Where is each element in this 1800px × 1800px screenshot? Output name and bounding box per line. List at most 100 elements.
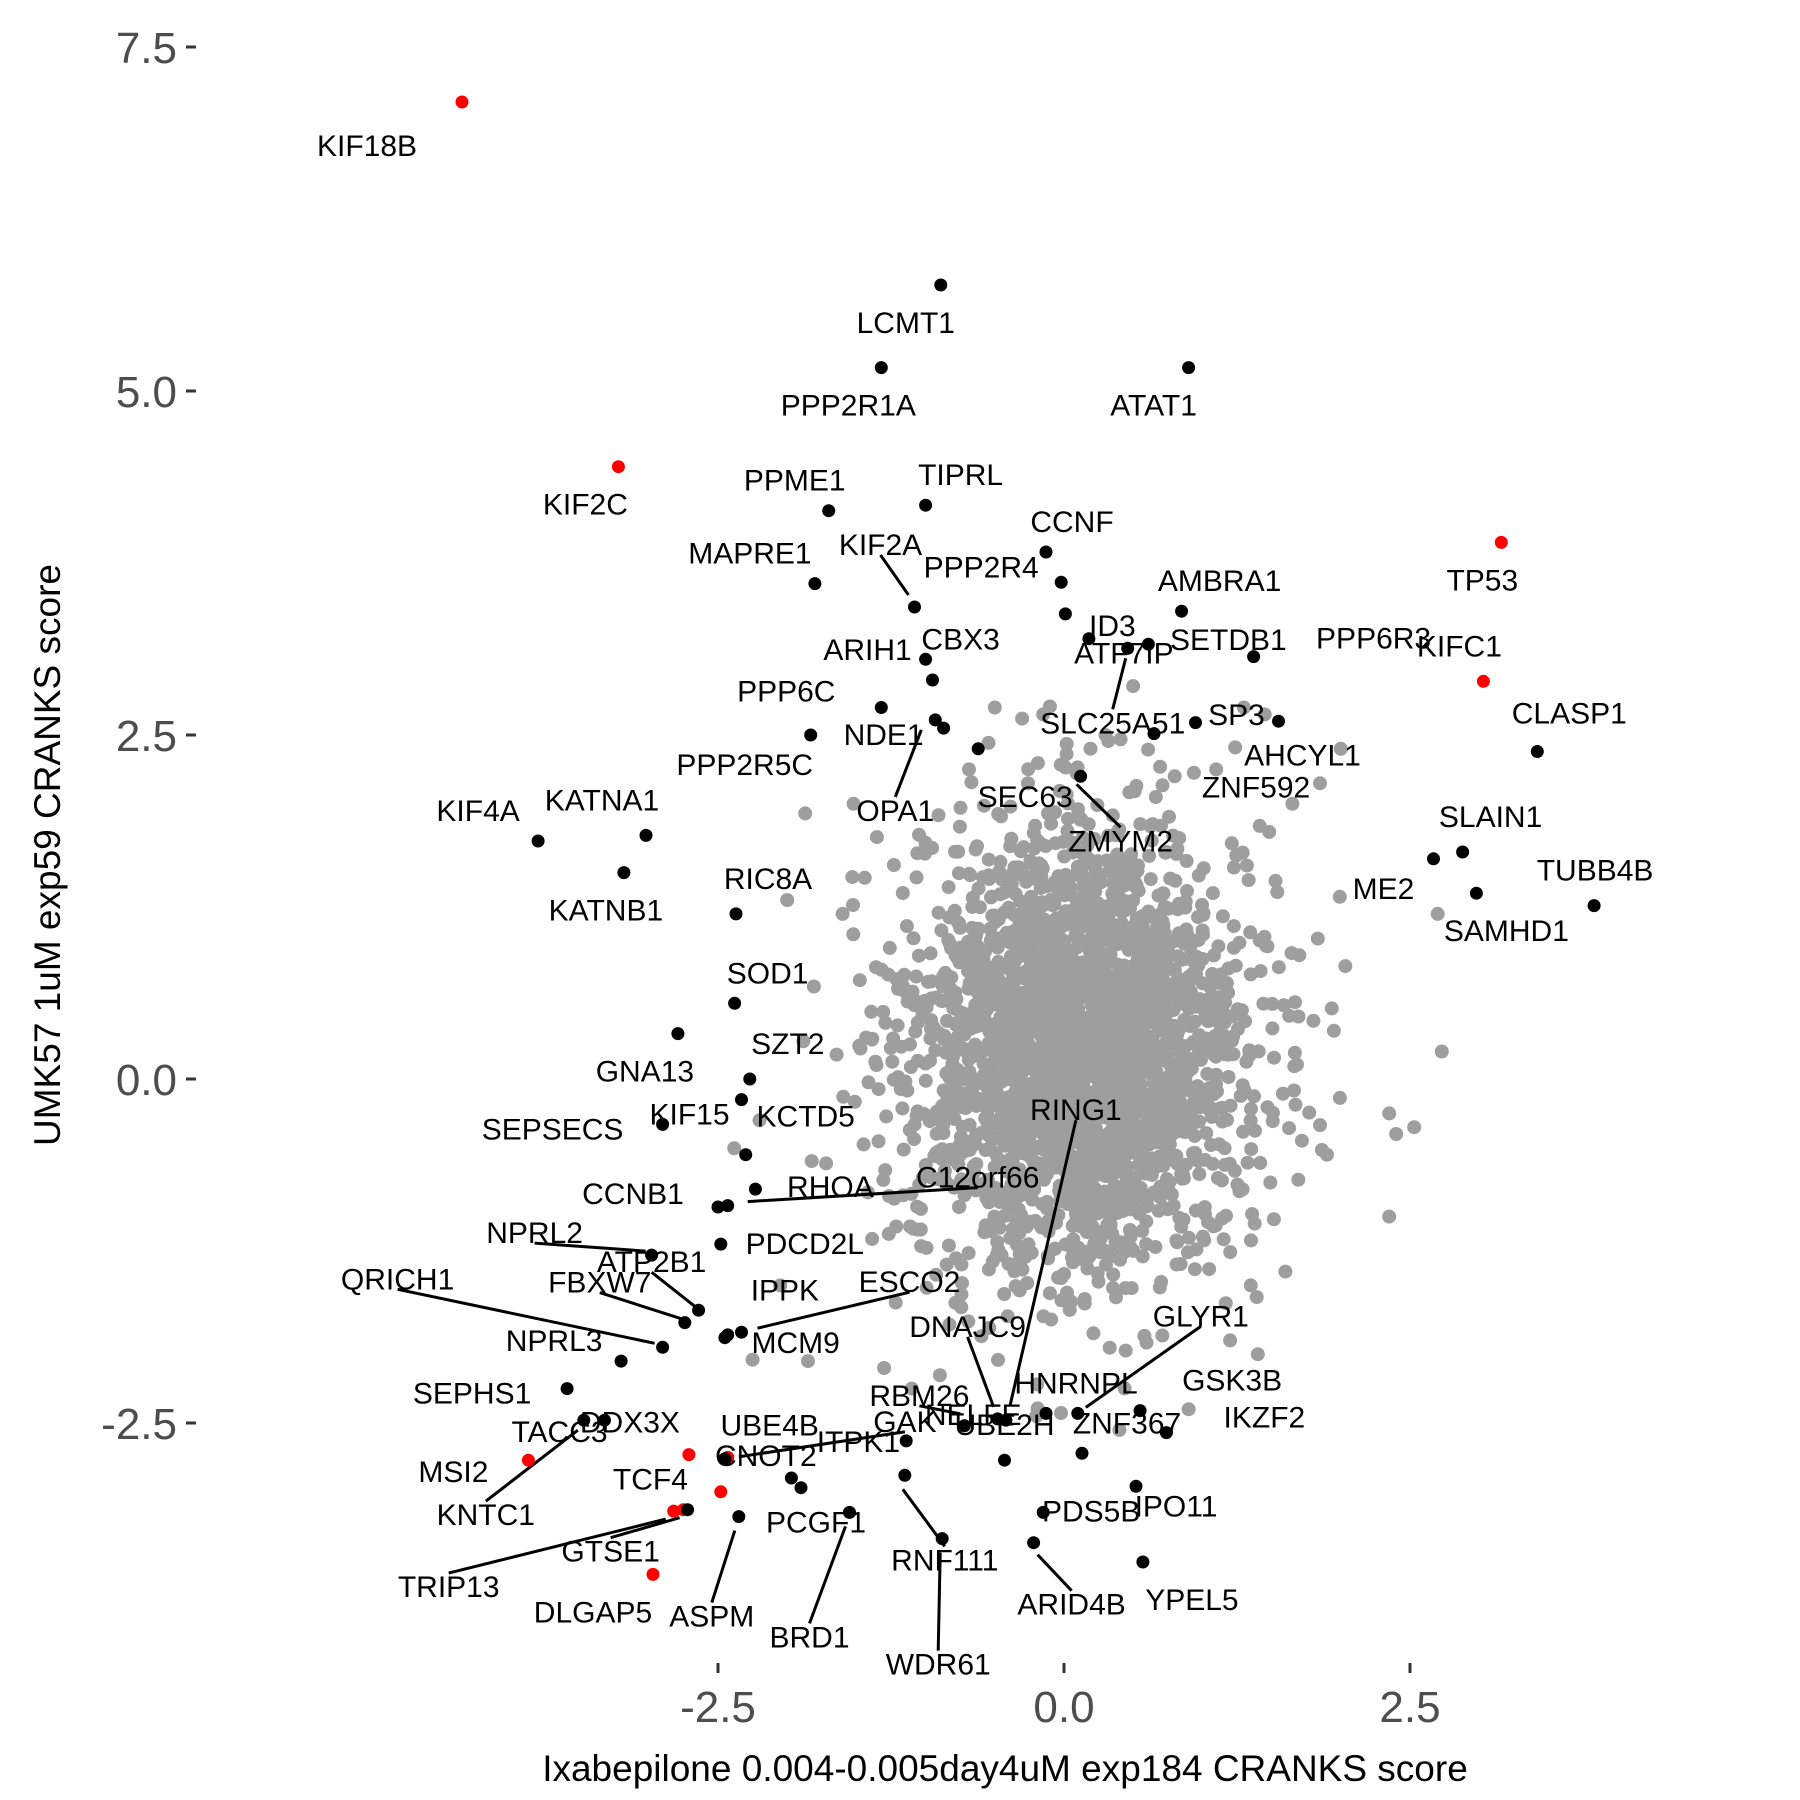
background-point <box>928 990 943 1005</box>
background-points-layer <box>727 679 1449 1437</box>
background-point <box>857 870 872 885</box>
background-point <box>997 1287 1012 1301</box>
background-point <box>903 1060 918 1074</box>
background-point <box>906 1221 921 1236</box>
background-point <box>998 1057 1013 1072</box>
gene-label-katnb1: KATNB1 <box>549 895 663 928</box>
background-point <box>1048 1124 1063 1138</box>
background-point <box>983 997 998 1012</box>
gene-point-esco2 <box>735 1325 748 1339</box>
background-point <box>1148 790 1163 804</box>
background-point <box>994 809 1008 824</box>
background-point <box>1186 765 1201 780</box>
background-point <box>1089 904 1104 919</box>
background-point <box>986 931 1001 946</box>
background-point <box>1059 787 1074 802</box>
background-point <box>1082 1094 1097 1109</box>
background-point <box>1247 1089 1261 1104</box>
background-point <box>1061 905 1076 920</box>
gene-label-ikzf2: IKZF2 <box>1224 1402 1306 1435</box>
background-point <box>1044 992 1059 1007</box>
background-point <box>919 1280 934 1295</box>
gene-point-nelfe <box>899 1434 913 1448</box>
background-point <box>1006 924 1021 939</box>
background-point <box>895 1101 910 1116</box>
leader-line-fbxw7 <box>599 1291 682 1321</box>
background-point <box>1152 1190 1167 1205</box>
background-point <box>1186 1055 1200 1070</box>
gene-point-nprl2 <box>645 1248 659 1262</box>
background-point <box>961 1314 976 1329</box>
background-point <box>1218 995 1233 1010</box>
background-point <box>1219 1208 1233 1223</box>
gene-point-ypel5 <box>1136 1555 1150 1569</box>
background-point <box>1141 742 1156 757</box>
background-point <box>1153 759 1168 774</box>
background-point <box>1018 1122 1033 1137</box>
background-point <box>989 1213 1004 1228</box>
gene-label-lcmt1: LCMT1 <box>857 307 955 340</box>
background-point <box>889 1219 904 1234</box>
y-tick-label: 0.0 <box>116 1056 177 1105</box>
background-point <box>1072 1152 1087 1167</box>
background-point <box>931 808 946 823</box>
background-point <box>1245 1207 1260 1222</box>
background-point <box>1209 762 1224 777</box>
background-point <box>1174 1167 1189 1182</box>
background-point <box>1057 1267 1072 1281</box>
gene-label-aspm: ASPM <box>669 1601 754 1634</box>
background-point <box>882 940 897 955</box>
gene-label-arih1: ARIH1 <box>823 634 911 667</box>
background-point <box>1134 933 1149 948</box>
background-point <box>1000 1197 1015 1212</box>
background-point <box>1338 959 1353 974</box>
background-point <box>913 1201 928 1216</box>
background-point <box>908 1024 923 1039</box>
background-point <box>912 1177 927 1192</box>
background-point <box>904 1381 919 1396</box>
background-point <box>1096 1151 1111 1165</box>
background-point <box>939 1257 954 1272</box>
background-point <box>1167 769 1182 784</box>
background-point <box>1037 1127 1052 1142</box>
gene-point-rnf111 <box>898 1468 912 1482</box>
background-point <box>1084 1118 1099 1133</box>
gene-point-tacc3 <box>598 1413 611 1427</box>
gene-point-rbm26 <box>957 1419 971 1433</box>
gene-point-sepsecs <box>656 1117 670 1131</box>
background-point <box>1026 1002 1041 1017</box>
background-point <box>1091 1231 1106 1246</box>
gene-label-rbm26: RBM26 <box>869 1380 969 1413</box>
gene-label-atf7ip: ATF7IP <box>1074 638 1173 671</box>
gene-label-ube4b: UBE4B <box>721 1409 819 1442</box>
background-point <box>1021 762 1036 777</box>
background-point <box>1155 980 1170 995</box>
background-point <box>1058 1237 1073 1252</box>
background-point <box>1142 848 1157 863</box>
leader-line-aspm <box>710 1530 737 1604</box>
background-point <box>888 1295 903 1310</box>
background-point <box>1180 1110 1195 1124</box>
background-point <box>1291 1172 1306 1187</box>
background-point <box>896 1142 911 1157</box>
gene-point-ccnb1 <box>711 1200 725 1214</box>
background-point <box>1278 1264 1293 1279</box>
background-point <box>1210 1171 1225 1185</box>
background-point <box>981 868 996 883</box>
background-point <box>969 1157 984 1172</box>
gene-label-rnf111: RNF111 <box>891 1544 998 1577</box>
background-point <box>1195 976 1210 991</box>
background-point <box>1060 873 1075 888</box>
background-point <box>1111 1041 1126 1056</box>
background-point <box>1143 1000 1158 1014</box>
background-point <box>1144 937 1159 952</box>
background-point <box>1041 806 1055 821</box>
gene-label-clasp1: CLASP1 <box>1512 698 1627 731</box>
background-point <box>923 1021 938 1036</box>
background-point <box>1071 809 1086 824</box>
background-point <box>1052 937 1067 952</box>
background-point <box>1135 1223 1150 1238</box>
gene-point-zmym2 <box>1074 769 1088 783</box>
background-point <box>1332 1090 1347 1105</box>
background-point <box>1044 925 1059 940</box>
